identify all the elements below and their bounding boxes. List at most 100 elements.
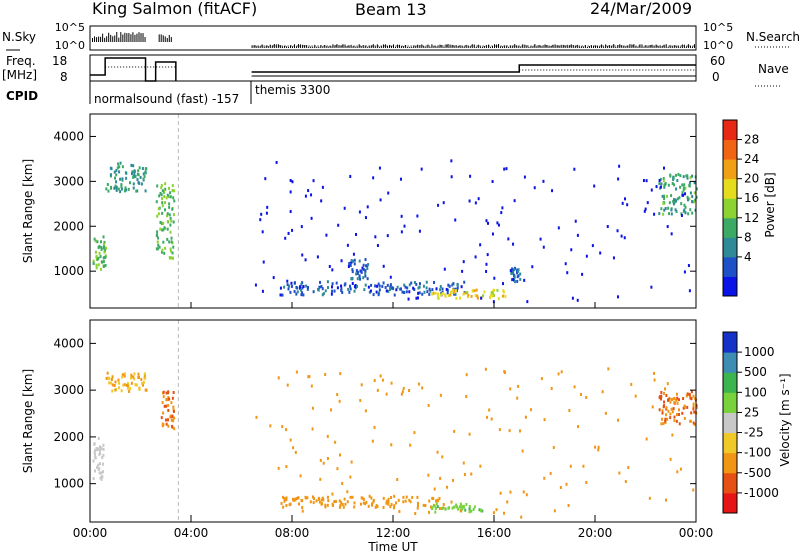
echo-cell	[143, 175, 146, 179]
echo-cell	[667, 409, 670, 413]
echo-cell	[338, 505, 341, 509]
echo-cell	[468, 507, 471, 511]
echo-cell	[387, 500, 390, 504]
echo-cell	[289, 190, 292, 194]
echo-cell	[560, 370, 563, 374]
echo-cell	[364, 216, 367, 220]
echo-cell	[292, 446, 295, 450]
noise-right-tick-bottom: 10^0	[703, 39, 733, 52]
echo-cell	[293, 281, 296, 285]
echo-cell	[423, 290, 426, 294]
echo-cell	[630, 382, 633, 386]
echo-cell	[666, 194, 669, 198]
echo-cell	[115, 173, 118, 177]
echo-cell	[690, 411, 693, 415]
echo-cell	[162, 240, 165, 244]
echo-cell	[318, 500, 321, 504]
echo-cell	[280, 501, 283, 505]
x-tick-label: 16:00	[477, 526, 512, 540]
echo-cell	[333, 289, 336, 293]
echo-cell	[338, 399, 341, 403]
echo-cell	[171, 414, 174, 418]
echo-cell	[441, 292, 444, 296]
echo-cell	[686, 198, 689, 202]
echo-cell	[301, 281, 304, 285]
echo-cell	[682, 397, 685, 401]
echo-cell	[377, 293, 380, 297]
echo-cell	[171, 184, 174, 188]
noise-left-tick-bottom: 10^0	[55, 39, 85, 52]
echo-cell	[693, 181, 696, 185]
echo-cell	[159, 227, 162, 231]
echo-cell	[473, 505, 476, 509]
echo-cell	[299, 474, 302, 478]
echo-cell	[162, 221, 165, 225]
beam-title: Beam 13	[355, 0, 427, 19]
echo-cell	[327, 499, 330, 503]
echo-cell	[593, 184, 596, 188]
echo-cell	[458, 505, 461, 509]
echo-cell	[132, 375, 135, 379]
echo-cell	[370, 283, 373, 287]
echo-cell	[451, 478, 454, 482]
echo-cell	[671, 410, 674, 414]
echo-cell	[102, 256, 105, 260]
echo-cell	[679, 174, 682, 178]
echo-cell	[285, 498, 288, 502]
echo-cell	[291, 228, 294, 232]
echo-cell	[284, 236, 287, 240]
echo-cell	[349, 263, 352, 267]
echo-cell	[355, 232, 358, 236]
x-tick-label: 00:00	[679, 526, 714, 540]
echo-cell	[416, 214, 419, 218]
echo-cell	[339, 503, 342, 507]
echo-cell	[326, 286, 329, 290]
echo-cell	[693, 191, 696, 195]
echo-cell	[277, 376, 280, 380]
echo-cell	[418, 382, 421, 386]
echo-cell	[473, 289, 476, 293]
echo-cell	[115, 188, 118, 192]
echo-cell	[94, 239, 97, 243]
echo-cell	[680, 202, 683, 206]
echo-cell	[111, 383, 114, 387]
echo-cell	[331, 282, 334, 286]
echo-cell	[157, 243, 160, 247]
echo-cell	[650, 285, 653, 289]
echo-cell	[376, 243, 379, 247]
echo-cell	[421, 386, 424, 390]
echo-cell	[144, 388, 147, 392]
echo-cell	[492, 300, 495, 304]
echo-cell	[349, 495, 352, 499]
echo-cell	[138, 166, 141, 170]
echo-cell	[663, 197, 666, 201]
echo-cell	[677, 398, 680, 402]
echo-cell	[455, 503, 458, 507]
echo-cell	[301, 291, 304, 295]
echo-cell	[676, 401, 679, 405]
echo-cell	[464, 508, 467, 512]
echo-cell	[624, 480, 627, 484]
power-panel: 4000 3000 2000 1000 Slant Range [km]	[21, 113, 698, 309]
echo-cell	[468, 505, 471, 509]
echo-cell	[378, 291, 381, 295]
echo-cell	[341, 502, 344, 506]
echo-cell	[682, 186, 685, 190]
echo-cell	[121, 177, 124, 181]
x-tick-label: 12:00	[376, 526, 411, 540]
echo-cell	[482, 294, 485, 298]
echo-cell	[169, 223, 172, 227]
echo-cell	[579, 392, 582, 396]
echo-cell	[660, 182, 663, 186]
echo-cell	[326, 495, 329, 499]
echo-cell	[446, 288, 449, 292]
velocity-colorbar-label: Velocity [m s⁻¹]	[778, 373, 792, 466]
echo-cell	[485, 262, 488, 266]
colorbar-swatch	[723, 237, 737, 258]
echo-cell	[101, 462, 104, 466]
power-colorbar-swatches	[723, 120, 737, 297]
echo-cell	[385, 289, 388, 293]
echo-cell	[109, 173, 112, 177]
echo-cell	[310, 193, 313, 197]
